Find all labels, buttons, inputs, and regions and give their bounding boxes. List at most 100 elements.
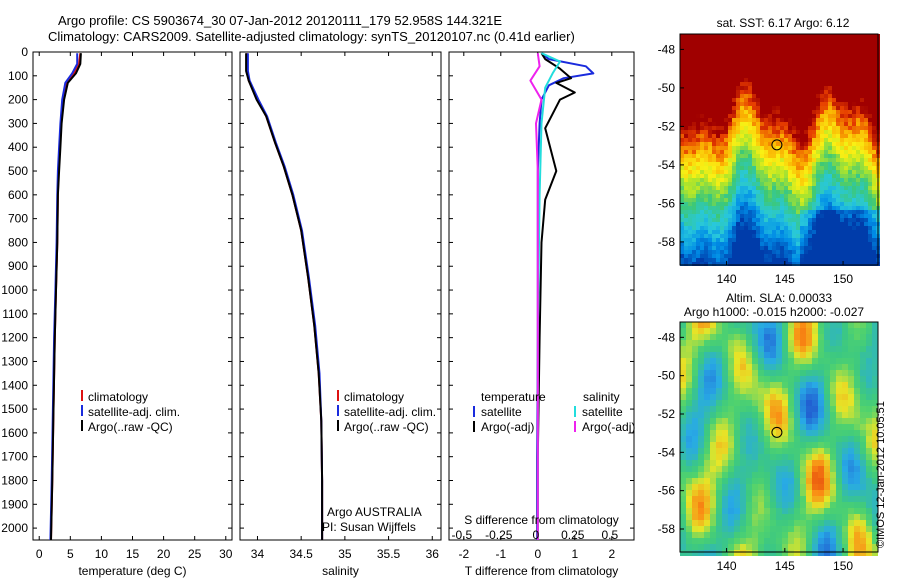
map-cell [820,226,824,230]
map-cell [860,460,866,466]
map-cell [840,110,844,114]
map-cell [780,46,784,50]
map-cell [752,46,756,50]
map-cell [734,400,740,406]
map-cell [686,514,692,520]
map-cell [832,230,836,234]
map-cell [848,186,852,190]
map-cell [800,230,804,234]
map-cell [848,490,854,496]
map-cell [704,238,708,242]
map-cell [684,262,688,266]
map-cell [736,54,740,58]
map-cell [692,146,696,150]
map-cell [860,406,866,412]
map-cell [818,364,824,370]
map-cell [772,146,776,150]
map-cell [732,190,736,194]
map-cell [680,98,684,102]
map-cell [686,520,692,526]
map-cell [848,94,852,98]
map-cell [768,222,772,226]
map-cell [842,352,848,358]
map-cell [794,394,800,400]
map-cell [818,484,824,490]
map-cell [860,146,864,150]
map-cell [740,230,744,234]
map-cell [784,146,788,150]
map-cell [828,150,832,154]
map-cell [796,110,800,114]
map-cell [734,514,740,520]
map-cell [800,58,804,62]
map-cell [752,262,756,266]
map-cell [736,210,740,214]
map-cell [792,158,796,162]
map-cell [836,106,840,110]
lon-tick-label: 145 [775,272,795,286]
map-cell [828,166,832,170]
map-cell [736,214,740,218]
map-cell [708,158,712,162]
map-cell [752,38,756,42]
map-cell [752,394,758,400]
map-cell [710,358,716,364]
map-cell [712,198,716,202]
map-cell [788,376,794,382]
map-cell [828,198,832,202]
map-cell [764,436,770,442]
map-cell [752,34,756,38]
map-cell [716,436,722,442]
map-cell [756,102,760,106]
map-cell [796,162,800,166]
map-cell [800,400,806,406]
map-cell [842,508,848,514]
map-cell [856,62,860,66]
map-cell [854,532,860,538]
map-cell [724,254,728,258]
map-cell [768,42,772,46]
map-cell [866,490,872,496]
map-cell [788,54,792,58]
map-cell [806,406,812,412]
map-cell [856,182,860,186]
map-cell [812,538,818,544]
map-cell [708,110,712,114]
map-cell [854,490,860,496]
map-cell [692,412,698,418]
map-cell [692,472,698,478]
map-cell [864,242,868,246]
map-cell [836,364,842,370]
map-cell [776,466,782,472]
map-cell [796,246,800,250]
map-cell [828,62,832,66]
map-cell [852,66,856,70]
map-cell [836,334,842,340]
map-cell [830,460,836,466]
map-cell [828,54,832,58]
map-cell [680,218,684,222]
map-cell [752,520,758,526]
map-cell [848,436,854,442]
map-cell [740,170,744,174]
map-cell [796,206,800,210]
map-cell [732,70,736,74]
map-cell [748,158,752,162]
map-cell [804,74,808,78]
map-cell [684,146,688,150]
map-cell [692,82,696,86]
map-cell [832,94,836,98]
map-cell [692,162,696,166]
map-cell [756,226,760,230]
map-cell [696,258,700,262]
map-cell [780,38,784,42]
map-cell [710,394,716,400]
map-cell [688,122,692,126]
map-cell [756,202,760,206]
map-cell [770,460,776,466]
map-cell [872,370,878,376]
map-cell [872,102,876,106]
map-cell [756,74,760,78]
map-cell [680,182,684,186]
